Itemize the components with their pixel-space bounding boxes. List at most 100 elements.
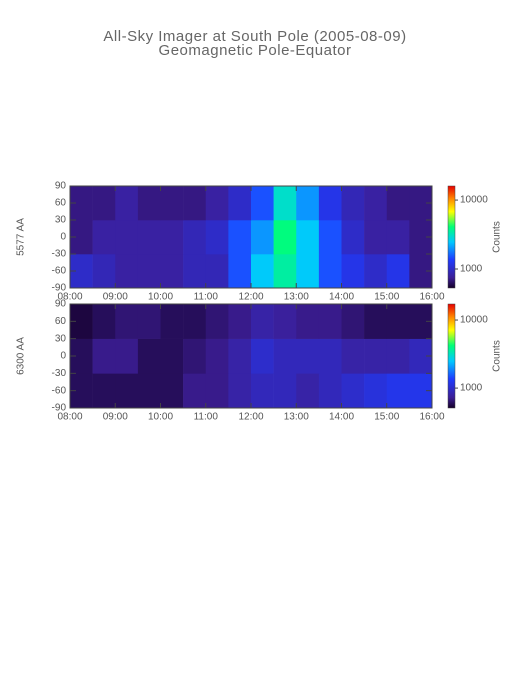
heatmap-cell [273,373,297,409]
y-tick-label: -90 [52,403,67,414]
heatmap-cell [137,254,161,289]
heatmap-cell [341,220,365,255]
heatmap-cell [273,220,297,255]
heatmap-cell [160,254,184,289]
colorbar [447,303,456,409]
heatmap-cell [341,304,365,339]
heatmap-cell [160,304,184,339]
heatmap-cell [205,220,229,255]
y-tick-label: -30 [52,249,67,260]
x-tick-label: 10:00 [148,412,173,423]
y-tick-label: 60 [55,198,67,209]
heatmap-cell [205,373,229,409]
heatmap-cell [251,338,274,374]
heatmap-cell [364,254,388,289]
heatmap-cell [115,304,139,339]
heatmap-cell [251,373,274,409]
heatmap-cell [183,373,207,409]
heatmap-cell [160,373,184,409]
heatmap-cell [205,338,229,374]
colorbar-tick-label: 1000 [460,264,483,275]
heatmap-cell [386,304,410,339]
heatmap-cell [296,373,320,409]
y-axis-label: 5577 AA [16,218,27,256]
heatmap-cell [92,373,116,409]
y-tick-label: 0 [60,351,66,362]
heatmap-cell [205,186,229,221]
heatmap-cell [251,304,274,339]
heatmap-cell [364,186,388,221]
y-tick-label: 30 [55,333,67,344]
heatmap-cell [364,338,388,374]
heatmap-cell [70,373,93,409]
heatmap-cell [228,338,252,374]
heatmap-cell [92,304,116,339]
y-tick-label: 90 [55,299,67,310]
heatmap-cell [228,186,252,221]
heatmap-cell [318,186,342,221]
colorbar-tick-label: 10000 [460,195,488,206]
x-tick-label: 15:00 [374,292,399,303]
heatmap-cell [296,338,320,374]
x-tick-label: 11:00 [194,292,219,303]
heatmap-cell [70,220,93,255]
y-tick-label: 30 [55,215,67,226]
x-tick-label: 09:00 [103,292,128,303]
chart-title: All-Sky Imager at South Pole (2005-08-09… [103,28,406,45]
heatmap-cell [137,186,161,221]
heatmap-cell [296,220,320,255]
x-tick-label: 14:00 [329,412,354,423]
heatmap-cell [115,254,139,289]
y-tick-label: -60 [52,266,67,277]
heatmap-cell [273,254,297,289]
heatmap-cell [318,338,342,374]
heatmap-cell [115,220,139,255]
heatmap-cell [183,304,207,339]
heatmap-cell [341,373,365,409]
heatmap-cell [251,254,274,289]
heatmap-cell [70,254,93,289]
x-tick-label: 12:00 [238,292,263,303]
x-tick-label: 09:00 [103,412,128,423]
heatmap-cell [273,304,297,339]
heatmap-cell [296,186,320,221]
heatmap-cell [409,338,433,374]
x-tick-label: 12:00 [238,412,263,423]
x-tick-label: 13:00 [284,292,309,303]
heatmap-cell [364,304,388,339]
heatmap-cell [137,338,161,374]
heatmap-cell [296,304,320,339]
heatmap-cell [205,304,229,339]
heatmap-cell [70,338,93,374]
x-tick-label: 08:00 [57,292,82,303]
x-tick-label: 15:00 [374,412,399,423]
heatmap-cell [160,186,184,221]
heatmap-cell [183,220,207,255]
heatmap-cell [228,304,252,339]
heatmap-cell [318,373,342,409]
heatmap-cell [137,373,161,409]
x-tick-label: 08:00 [57,412,82,423]
x-tick-label: 10:00 [148,292,173,303]
x-tick-label: 14:00 [329,292,354,303]
x-tick-label: 11:00 [194,412,219,423]
heatmap-cell [409,186,433,221]
heatmap-cell [409,304,433,339]
x-tick-label: 16:00 [419,292,444,303]
heatmap-cell [251,186,274,221]
heatmap-cell [70,304,93,339]
heatmap-cell [183,254,207,289]
heatmap-cell [183,338,207,374]
x-tick-label: 13:00 [284,412,309,423]
y-tick-label: -60 [52,385,67,396]
colorbar-tick-label: 10000 [460,315,488,326]
heatmap-cell [228,254,252,289]
heatmap-cell [318,304,342,339]
heatmap-cell [386,186,410,221]
y-tick-label: 60 [55,316,67,327]
heatmap-cell [409,254,433,289]
heatmap-cell [409,373,433,409]
heatmap-cell [70,186,93,221]
